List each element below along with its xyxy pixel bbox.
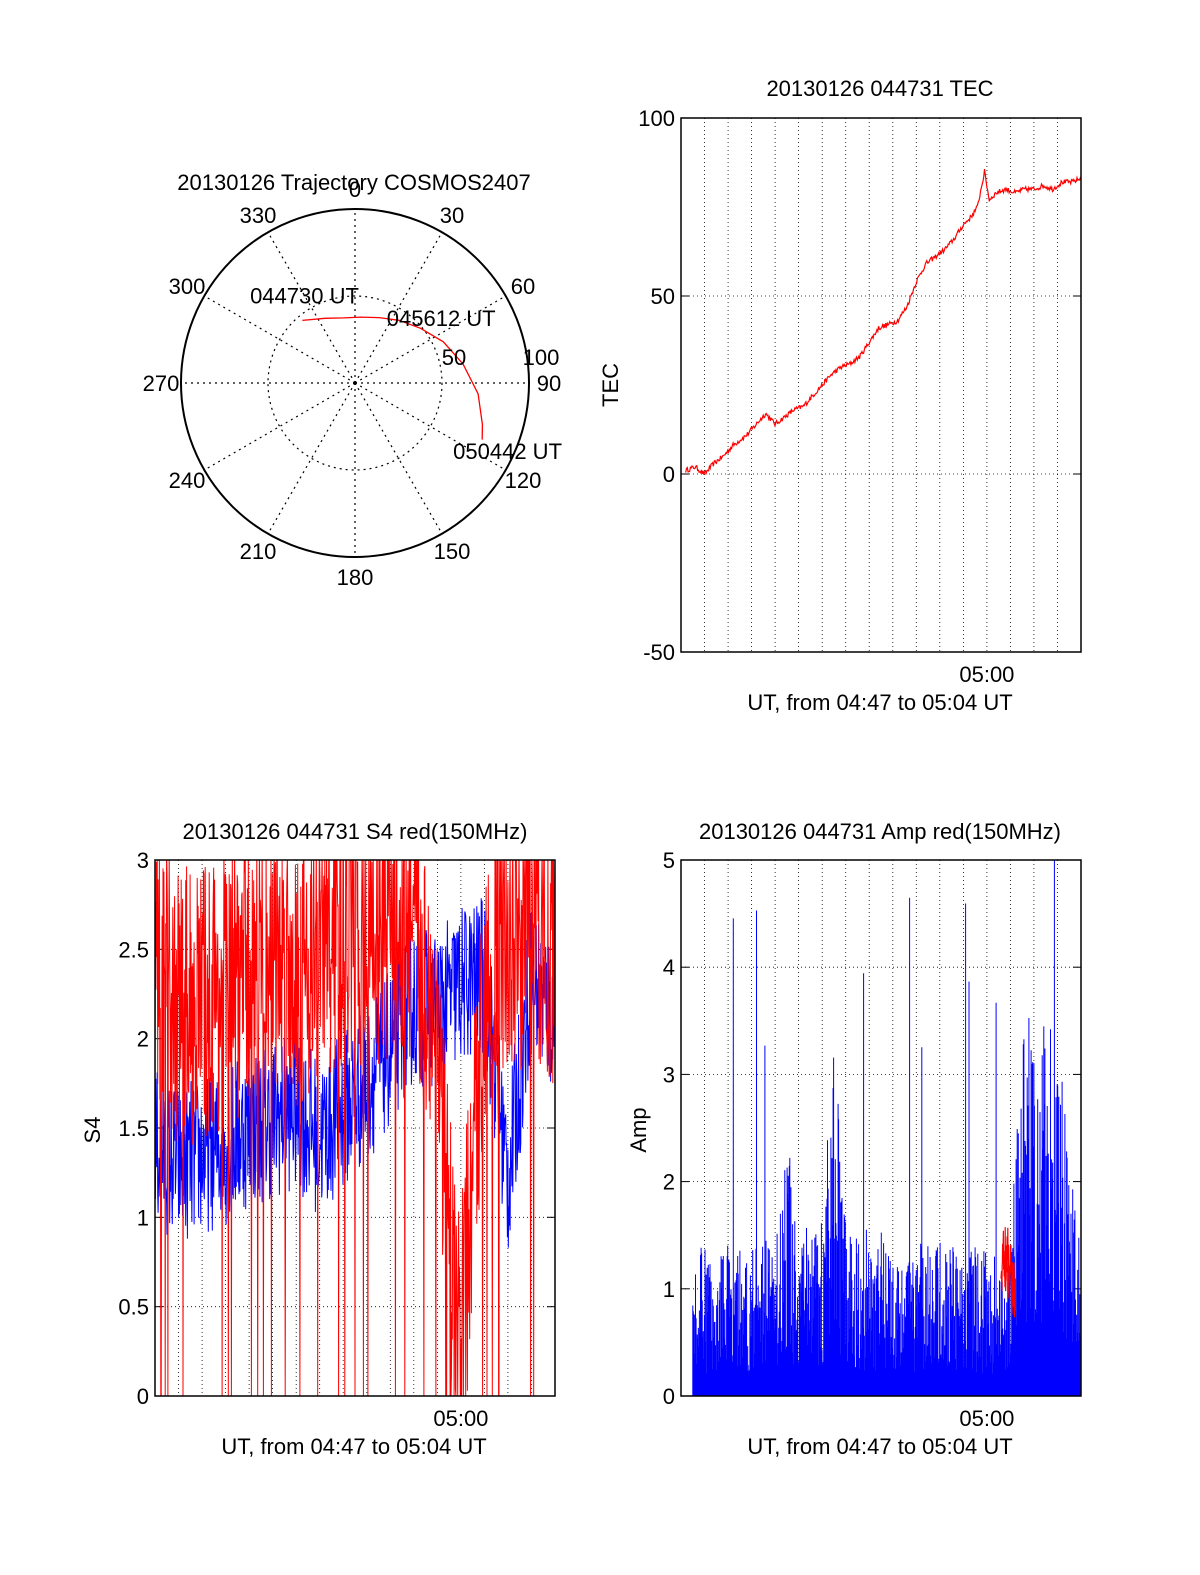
azimuth-tick-120: 120 [505,468,542,493]
radial-tick-50: 50 [442,345,466,370]
trajectory-time-label-1: 044730 UT [250,284,359,309]
ytick-label--50: -50 [643,640,675,665]
s4-series-layer [155,860,555,1396]
amp-blue-series [692,860,1082,1396]
s4-panel: 20130126 044731 S4 red(150MHz) 3 2.5 2 1.5 1… [80,819,556,1459]
xtick-label-05:00: 05:00 [959,662,1014,687]
s4-plot: 3 2.5 2 1.5 1 0.5 0 05:00 [118,848,556,1431]
ytick-label-4: 4 [663,955,675,980]
xtick-label-05:00: 05:00 [433,1406,488,1431]
azimuth-tick-60: 60 [511,274,535,299]
polar-trajectory [302,316,484,440]
s4-title: 20130126 044731 S4 red(150MHz) [183,819,528,844]
ytick-label-5: 5 [663,848,675,873]
trajectory-time-label-2: 045612 UT [387,306,496,331]
ytick-label-1.5: 1.5 [118,1116,149,1141]
polar-panel: 20130126 Trajectory COSMOS2407 0 30 60 90 12… [143,170,562,590]
s4-xlabel: UT, from 04:47 to 05:04 UT [221,1434,486,1459]
polar-spoke-210 [267,382,356,534]
plot-frame [680,117,1082,653]
azimuth-tick-300: 300 [169,274,206,299]
ytick-label-3: 3 [663,1062,675,1087]
polar-spoke-300 [204,295,356,384]
ytick-label-0: 0 [137,1384,149,1409]
tec-panel: 20130126 044731 TEC 100 50 0 -50 05:00 TEC U… [598,76,1082,715]
polar-spoke-60 [354,295,506,384]
plot-frame [154,859,556,1397]
azimuth-tick-270: 270 [143,371,180,396]
tec-plot: 100 50 0 -50 05:00 [638,106,1082,687]
tec-title: 20130126 044731 TEC [766,76,993,101]
ytick-label-2.5: 2.5 [118,937,149,962]
polar-spoke-30 [354,232,443,384]
amp-red-series [1000,1227,1016,1318]
amp-title: 20130126 044731 Amp red(150MHz) [699,819,1061,844]
ytick-label-100: 100 [638,106,675,131]
amp-ylabel: Amp [626,1107,651,1152]
polar-spoke-240 [204,382,356,471]
amp-panel: 20130126 044731 Amp red(150MHz) 5 4 3 2 1 0 05… [626,819,1082,1459]
polar-outer-ring [180,208,530,558]
ytick-label-0.5: 0.5 [118,1295,149,1320]
azimuth-tick-150: 150 [434,539,471,564]
polar-grid [180,208,530,558]
polar-ring-50 [267,295,443,471]
azimuth-tick-90: 90 [537,371,561,396]
ytick-label-50: 50 [651,284,675,309]
amp-xlabel: UT, from 04:47 to 05:04 UT [747,1434,1012,1459]
polar-spoke-330 [267,232,356,384]
s4-ylabel: S4 [80,1117,105,1144]
azimuth-tick-330: 330 [240,203,277,228]
azimuth-tick-0: 0 [349,177,361,202]
tec-xlabel: UT, from 04:47 to 05:04 UT [747,690,1012,715]
amp-plot: 5 4 3 2 1 0 05:00 [663,848,1082,1431]
ytick-label-1: 1 [137,1205,149,1230]
tec-ylabel: TEC [598,363,623,407]
ytick-label-3: 3 [137,848,149,873]
polar-spoke-150 [354,382,443,534]
polar-title: 20130126 Trajectory COSMOS2407 [177,170,530,195]
trajectory-line [302,316,484,440]
azimuth-tick-30: 30 [440,203,464,228]
ytick-label-2: 2 [137,1027,149,1052]
ytick-label-2: 2 [663,1170,675,1195]
trajectory-time-label-3: 050442 UT [453,439,562,464]
ytick-label-0: 0 [663,462,675,487]
polar-spoke-120 [354,382,506,471]
azimuth-tick-210: 210 [240,539,277,564]
xtick-label-05:00: 05:00 [959,1406,1014,1431]
radial-tick-100: 100 [523,345,560,370]
tec-series-line [685,169,1082,475]
s4-red-series [155,860,555,1396]
polar-labels: 0 30 60 90 120 150 180 210 240 270 300 330 50 100 0447… [143,177,562,590]
azimuth-tick-180: 180 [337,565,374,590]
ytick-label-0: 0 [663,1384,675,1409]
plot-frame [680,859,1082,1397]
ytick-label-1: 1 [663,1277,675,1302]
azimuth-tick-240: 240 [169,468,206,493]
